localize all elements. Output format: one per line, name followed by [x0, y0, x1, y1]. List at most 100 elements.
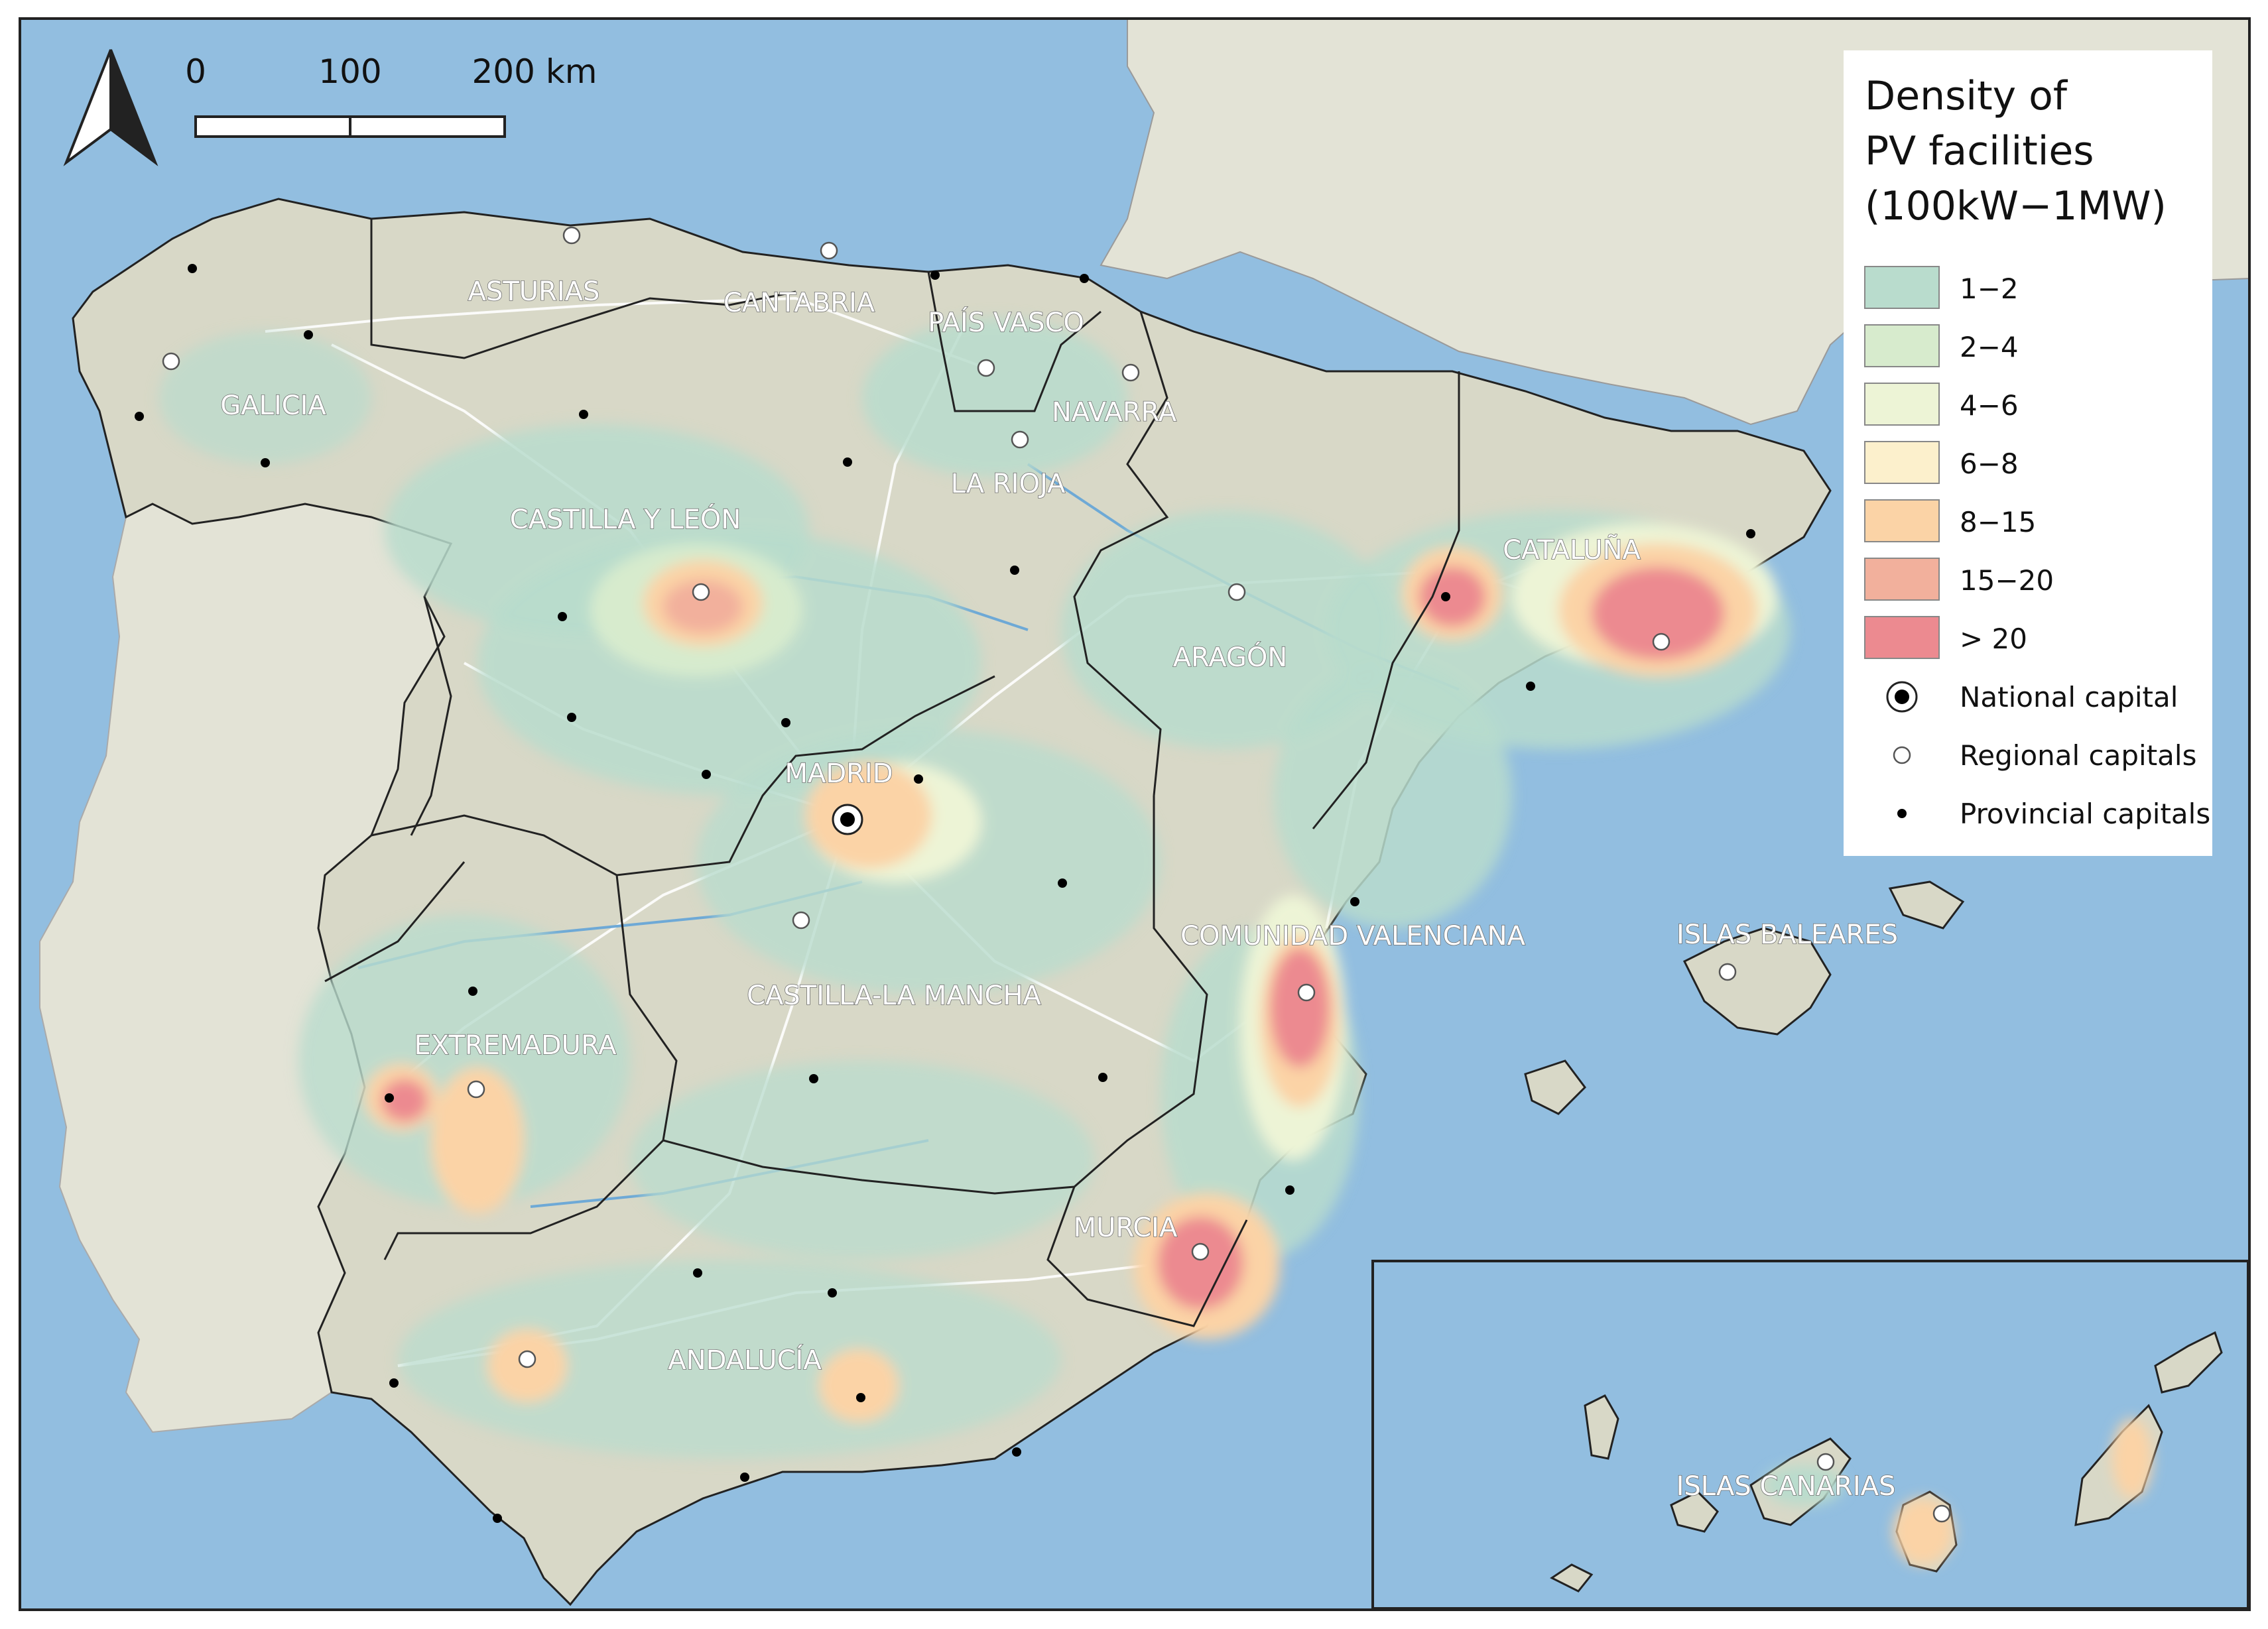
provincial-capital-marker [468, 987, 477, 996]
region-label: COMUNIDAD VALENCIANA [1180, 921, 1526, 951]
regional-capital-icon [1893, 746, 1911, 764]
provincial-capital-marker [930, 271, 940, 280]
provincial-capital-marker [558, 612, 567, 621]
legend-swatch [1864, 266, 1940, 309]
legend-symbol-label: Regional capitals [1960, 739, 2196, 772]
region-label: ARAGÓN [1173, 641, 1288, 673]
region-label: CASTILLA Y LEÓN [510, 503, 741, 535]
legend-swatch [1864, 441, 1940, 484]
mallorca-land [1682, 927, 1832, 1036]
provincial-capital-marker [1058, 878, 1067, 888]
regional-capital-marker [820, 241, 838, 260]
map-frame [19, 17, 2251, 1611]
provincial-capital-marker [914, 774, 923, 784]
scale-label: 0 [185, 52, 206, 91]
regional-capital-marker [1121, 363, 1140, 382]
provincial-capital-marker [188, 264, 197, 273]
legend-class-label: 8−15 [1960, 506, 2036, 538]
regional-capital-marker [1652, 633, 1670, 651]
provincial-capital-marker [828, 1288, 837, 1297]
canary-inset-frame [1371, 1260, 2249, 1610]
regional-capital-marker [1011, 430, 1029, 449]
scale-bar: 0 100 200 km [185, 52, 598, 138]
regional-capital-marker [1816, 1453, 1835, 1471]
region-label: PAÍS VASCO [928, 306, 1084, 338]
provincial-capital-icon [1897, 809, 1907, 818]
legend-symbol-label: National capital [1960, 681, 2178, 713]
legend-symbol-label: Provincial capitals [1960, 798, 2210, 830]
provincial-capital-marker [493, 1514, 502, 1523]
regional-capital-marker [792, 911, 810, 930]
provincial-capital-marker [702, 770, 711, 779]
legend-class-label: > 20 [1960, 623, 2027, 655]
region-label: LA RIOJA [951, 469, 1066, 499]
provincial-capital-marker [781, 718, 790, 727]
regional-capital-marker [977, 359, 995, 377]
legend-class-label: 2−4 [1960, 331, 2019, 363]
regional-capital-marker [1932, 1504, 1951, 1523]
regional-capitals [162, 226, 1951, 1523]
regional-capital-marker [562, 226, 581, 245]
legend-swatch [1864, 558, 1940, 601]
north-arrow-icon [63, 49, 158, 166]
provincial-capital-marker [693, 1268, 702, 1278]
provincial-capital-marker [856, 1393, 865, 1402]
region-labels: ASTURIAS CANTABRIA PAÍS VASCO GALICIA NA… [220, 276, 1898, 1502]
national-capital [832, 804, 863, 835]
legend-class-label: 4−6 [1960, 389, 2019, 422]
regional-capital-marker [1718, 963, 1737, 981]
menorca-land [1888, 880, 1965, 930]
legend-class-label: 6−8 [1960, 448, 2019, 480]
provincial-capital-marker [1746, 529, 1755, 538]
legend-title-line: PV facilities [1865, 128, 2094, 174]
provincial-capital-marker [1098, 1073, 1107, 1082]
scale-label: 100 [318, 52, 381, 91]
provincial-capitals [135, 264, 1755, 1523]
legend-swatch [1864, 499, 1940, 542]
provincial-capital-marker [1441, 592, 1450, 601]
regional-capital-marker [1228, 583, 1246, 601]
region-label: CANTABRIA [724, 288, 875, 318]
legend-swatch [1864, 383, 1940, 426]
provincial-capital-marker [261, 458, 270, 467]
canary-heatmap [1764, 1419, 2152, 1565]
provincial-capital-marker [843, 457, 852, 467]
legend-title-line: (100kW−1MW) [1865, 183, 2167, 229]
provincial-capital-marker [389, 1378, 399, 1388]
region-label: MADRID [785, 758, 893, 789]
regional-capital-marker [162, 352, 180, 371]
region-label: ISLAS CANARIAS [1676, 1471, 1896, 1502]
provincial-capital-marker [385, 1093, 394, 1103]
provincial-capital-marker [809, 1074, 818, 1083]
national-capital-icon [1886, 681, 1918, 713]
provincial-capital-marker [1010, 566, 1019, 575]
legend-swatch [1864, 616, 1940, 659]
regional-capital-marker [1191, 1242, 1210, 1261]
provincial-capital-marker [1350, 897, 1359, 906]
provincial-capital-marker [1080, 274, 1089, 283]
legend-title-line: Density of [1865, 73, 2068, 119]
legend: Density of PV facilities (100kW−1MW) 1−2… [1844, 50, 2212, 856]
region-label: ASTURIAS [468, 276, 600, 307]
region-label: MURCIA [1074, 1213, 1178, 1243]
provincial-capital-marker [1012, 1447, 1021, 1457]
provincial-capital-marker [135, 412, 144, 421]
regional-capital-marker [692, 583, 710, 601]
provincial-capital-marker [579, 410, 588, 419]
legend-swatch [1864, 324, 1940, 367]
provincial-capital-marker [1526, 682, 1535, 691]
regional-capital-marker [518, 1350, 536, 1368]
region-label: NAVARRA [1052, 397, 1177, 428]
regional-capital-marker [1297, 983, 1316, 1002]
scale-label: 200 km [472, 52, 598, 91]
region-label: ANDALUCÍA [668, 1344, 822, 1376]
ibiza-land [1524, 1059, 1586, 1115]
region-label: EXTREMADURA [414, 1030, 617, 1061]
region-label: GALICIA [220, 391, 326, 421]
legend-class-label: 1−2 [1960, 272, 2019, 305]
provincial-capital-marker [740, 1473, 749, 1482]
regional-capital-marker [467, 1080, 485, 1099]
region-label: ISLAS BALEARES [1676, 920, 1898, 950]
legend-class-label: 15−20 [1960, 564, 2054, 597]
